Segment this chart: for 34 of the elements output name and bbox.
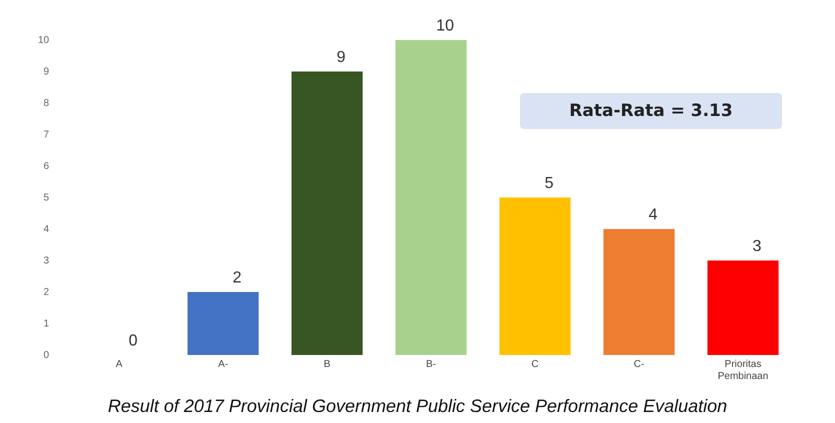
data-label: 2 (232, 269, 242, 286)
data-label: 3 (752, 238, 762, 255)
y-tick-label: 4 (44, 224, 50, 235)
y-tick-label: 0 (44, 350, 50, 361)
bar (603, 229, 675, 355)
x-tick-label: A (116, 358, 123, 370)
bar (396, 40, 467, 355)
text: Result of 2017 Provincial Government Public Service Performance Evaluation (106, 396, 728, 417)
bar (188, 292, 259, 355)
y-tick-label: 5 (44, 192, 50, 204)
bar (707, 260, 779, 355)
data-label: 10 (436, 17, 454, 34)
y-tick-label: 8 (44, 98, 50, 109)
bar (499, 198, 571, 355)
y-tick-label: 1 (44, 318, 50, 330)
x-tick-label: C (531, 358, 539, 370)
note-box: Rata-Rata = 3.13 (520, 93, 782, 129)
x-tick-label: B- (426, 358, 436, 370)
annotation: Rata-Rata = 3.13 (569, 101, 733, 121)
y-tick-label: 10 (38, 34, 50, 46)
y-tick-label: 3 (44, 255, 50, 266)
y-tick-label: 6 (44, 160, 50, 172)
x-tick-label: B (324, 358, 331, 370)
bar (292, 72, 363, 355)
x-tick-label: C- (634, 358, 644, 370)
x-tick-label: Prioritas Pembinaan (718, 358, 768, 382)
data-label: 0 (128, 332, 138, 350)
data-label: 5 (544, 174, 554, 192)
y-tick-label: 7 (44, 129, 50, 140)
data-label: 4 (648, 206, 658, 224)
x-tick-label: A- (218, 358, 228, 370)
y-tick-label: 9 (44, 66, 50, 78)
y-tick-label: 2 (44, 286, 50, 298)
data-label: 9 (336, 48, 346, 66)
